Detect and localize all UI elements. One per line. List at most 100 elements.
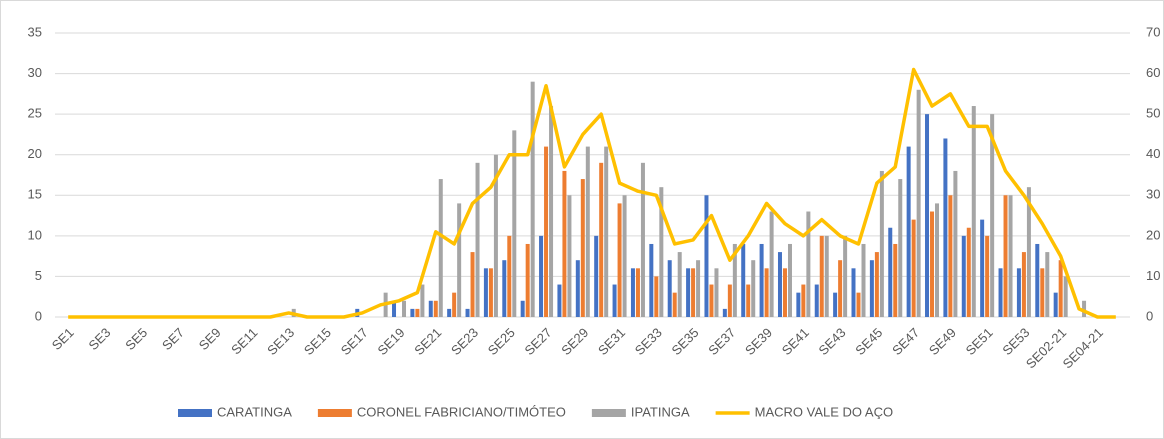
bar	[557, 284, 562, 317]
legend-label: IPATINGA	[631, 404, 690, 419]
bar	[796, 292, 801, 317]
bar	[622, 195, 627, 317]
bar	[493, 154, 498, 317]
bar	[814, 284, 819, 317]
bar	[787, 243, 792, 317]
bar	[567, 195, 572, 317]
bar	[452, 292, 457, 317]
bar	[806, 211, 811, 317]
bar	[502, 260, 507, 317]
bar	[640, 162, 645, 317]
bar	[925, 114, 930, 318]
y-tick-label: 20	[28, 146, 42, 161]
bar	[549, 106, 554, 318]
bar	[911, 219, 916, 317]
bar	[998, 268, 1003, 317]
bar	[1035, 243, 1040, 317]
bar	[686, 268, 691, 317]
bar	[696, 260, 701, 317]
bar	[888, 227, 893, 317]
bar	[879, 170, 884, 317]
bar	[415, 308, 420, 317]
y-tick-label: 15	[28, 187, 42, 202]
bar	[732, 243, 737, 317]
bar	[470, 252, 475, 317]
bar	[966, 227, 971, 317]
bar	[612, 284, 617, 317]
bar	[843, 235, 848, 317]
bar	[741, 243, 746, 317]
bar	[691, 268, 696, 317]
bar	[410, 308, 415, 317]
bar	[709, 284, 714, 317]
bar	[512, 130, 517, 317]
bar	[751, 260, 756, 317]
y2-tick-label: 10	[1146, 268, 1160, 283]
bar	[906, 146, 911, 317]
bar	[833, 292, 838, 317]
bar	[869, 260, 874, 317]
bar	[980, 219, 985, 317]
bar	[562, 170, 567, 317]
bar	[1008, 195, 1013, 317]
bar	[580, 179, 585, 317]
bar	[488, 268, 493, 317]
bar	[544, 146, 549, 317]
y2-tick-label: 30	[1146, 187, 1160, 202]
bar	[769, 211, 774, 317]
legend-label: MACRO VALE DO AÇO	[755, 404, 893, 419]
bar	[874, 252, 879, 317]
bar	[1026, 187, 1031, 317]
bar	[402, 300, 407, 317]
bar	[575, 260, 580, 317]
bar	[604, 146, 609, 317]
bar	[428, 300, 433, 317]
bar	[483, 268, 488, 317]
bar	[985, 235, 990, 317]
bar	[916, 89, 921, 317]
bar	[838, 260, 843, 317]
y-tick-label: 5	[35, 268, 42, 283]
bar	[714, 268, 719, 317]
bar	[764, 268, 769, 317]
bar	[727, 284, 732, 317]
bar	[801, 284, 806, 317]
bar	[1040, 268, 1045, 317]
bar	[599, 162, 604, 317]
bar	[392, 300, 397, 317]
bar	[672, 292, 677, 317]
bar	[507, 235, 512, 317]
bar	[457, 203, 462, 317]
bar	[585, 146, 590, 317]
bar	[1053, 292, 1058, 317]
y-tick-label: 30	[28, 65, 42, 80]
bar	[824, 235, 829, 317]
bar	[943, 138, 948, 317]
y2-tick-label: 0	[1146, 308, 1153, 323]
bar	[420, 284, 425, 317]
bar	[520, 300, 525, 317]
bar	[1058, 260, 1063, 317]
bar	[961, 235, 966, 317]
bar	[1003, 195, 1008, 317]
y-tick-label: 10	[28, 227, 42, 242]
bar	[898, 179, 903, 317]
bar	[1063, 276, 1068, 317]
line-series	[68, 67, 1116, 319]
bar	[819, 235, 824, 317]
bar	[475, 162, 480, 317]
bar	[930, 211, 935, 317]
bar	[525, 243, 530, 317]
y2-tick-label: 40	[1146, 146, 1160, 161]
y-tick-label: 25	[28, 106, 42, 121]
bar	[851, 268, 856, 317]
bar	[1082, 300, 1087, 317]
bar	[539, 235, 544, 317]
legend-label: CORONEL FABRICIANO/TIMÓTEO	[357, 404, 566, 419]
bar	[630, 268, 635, 317]
bar	[649, 243, 654, 317]
bar	[704, 195, 709, 317]
bar	[1021, 252, 1026, 317]
bar	[971, 106, 976, 318]
